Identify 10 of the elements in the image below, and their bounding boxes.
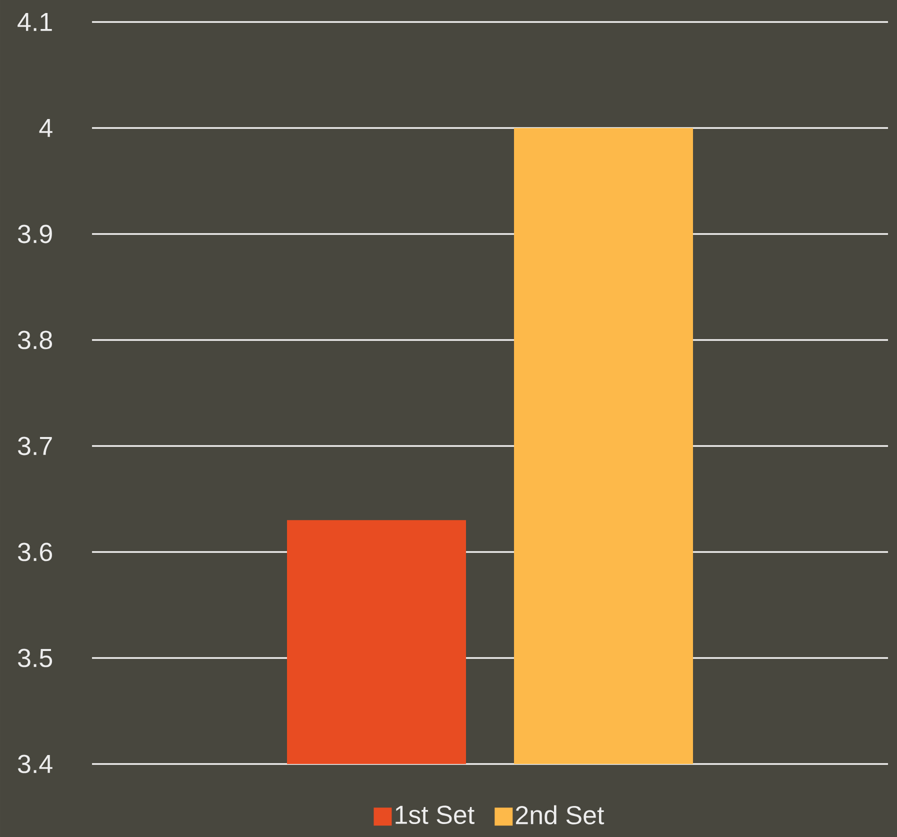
y-tick-label: 3.7: [18, 436, 52, 456]
y-tick-label: 3.4: [18, 754, 52, 774]
y-tick-label: 3.8: [18, 330, 52, 350]
y-tick-label: 4.1: [18, 13, 52, 31]
y-tick-label: 4: [39, 119, 52, 137]
y-tick-label: 3.6: [18, 542, 52, 562]
legend-label: 2nd Set: [516, 805, 604, 824]
legend-label: 1st Set: [396, 806, 474, 824]
y-tick-label: 3.5: [18, 648, 52, 668]
y-tick-label: 3.9: [18, 224, 52, 244]
